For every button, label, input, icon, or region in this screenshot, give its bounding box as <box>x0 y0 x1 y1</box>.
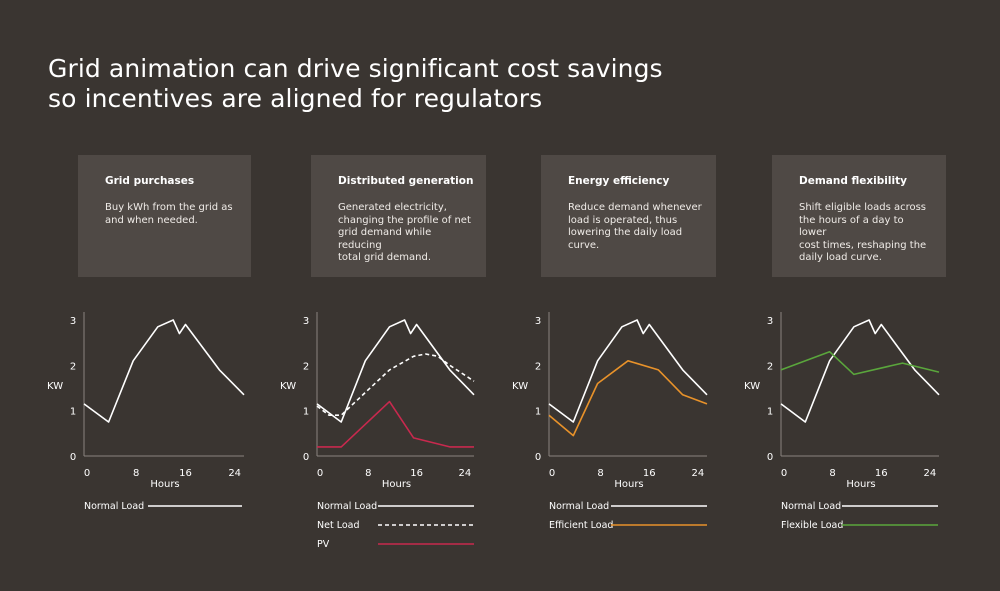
x-tick-label: 24 <box>923 468 936 479</box>
title-line-1: Grid animation can drive significant cos… <box>48 54 663 83</box>
x-tick-label: 0 <box>549 468 555 479</box>
card-body: Generated electricity, changing the prof… <box>338 202 471 263</box>
series-line-normal-load <box>780 319 940 423</box>
series-line-flexible-load <box>780 350 940 376</box>
y-tick-label: 0 <box>70 452 76 463</box>
legend-label: Normal Load <box>781 501 841 512</box>
card-grid-purchases: Grid purchases Buy kWh from the grid as … <box>78 155 251 277</box>
y-tick-label: 1 <box>303 407 309 418</box>
card-title: Demand flexibility <box>799 175 907 187</box>
x-tick-label: 0 <box>84 468 90 479</box>
y-tick-label: 0 <box>535 452 541 463</box>
card-title: Distributed generation <box>338 175 474 187</box>
y-tick-label: 1 <box>535 407 541 418</box>
card-body: Shift eligible loads across the hours of… <box>799 202 927 263</box>
card-distributed-generation: Distributed generation Generated electri… <box>311 155 486 277</box>
page-title: Grid animation can drive significant cos… <box>48 54 663 114</box>
series-line-normal-load <box>83 319 245 423</box>
x-tick-label: 8 <box>133 468 139 479</box>
x-axis-label: Hours <box>382 479 411 490</box>
y-tick-label: 3 <box>70 316 76 327</box>
y-tick-label: 2 <box>767 361 773 372</box>
x-axis-label: Hours <box>614 479 643 490</box>
y-tick-label: 2 <box>70 361 76 372</box>
legend-label: Normal Load <box>317 501 377 512</box>
y-tick-label: 3 <box>767 316 773 327</box>
card-demand-flexibility: Demand flexibility Shift eligible loads … <box>772 155 946 277</box>
legend-label: Normal Load <box>84 501 144 512</box>
y-tick-label: 0 <box>303 452 309 463</box>
legend-label: Efficient Load <box>549 520 613 531</box>
card-body: Reduce demand whenever load is operated,… <box>568 202 702 251</box>
y-axis-label: KW <box>280 381 296 392</box>
x-axis-label: Hours <box>150 479 179 490</box>
legend-label: Net Load <box>317 520 360 531</box>
x-tick-label: 0 <box>781 468 787 479</box>
series-line-net-load <box>316 353 475 417</box>
x-tick-label: 8 <box>829 468 835 479</box>
x-tick-label: 16 <box>875 468 888 479</box>
series-line-normal-load <box>548 319 708 423</box>
x-tick-label: 16 <box>179 468 192 479</box>
y-tick-label: 2 <box>535 361 541 372</box>
y-axis-label: KW <box>47 381 63 392</box>
x-tick-label: 0 <box>317 468 323 479</box>
legend-label: PV <box>317 539 330 550</box>
card-body: Buy kWh from the grid as and when needed… <box>105 202 233 226</box>
y-tick-label: 0 <box>767 452 773 463</box>
x-tick-label: 8 <box>597 468 603 479</box>
y-tick-label: 3 <box>303 316 309 327</box>
card-title: Energy efficiency <box>568 175 670 187</box>
x-tick-label: 16 <box>643 468 656 479</box>
series-line-efficient-load <box>548 359 708 437</box>
series-line-normal-load <box>316 319 475 423</box>
x-tick-label: 16 <box>410 468 423 479</box>
y-tick-label: 2 <box>303 361 309 372</box>
x-axis-label: Hours <box>846 479 875 490</box>
card-title: Grid purchases <box>105 175 195 187</box>
y-axis-label: KW <box>744 381 760 392</box>
x-tick-label: 24 <box>691 468 704 479</box>
x-tick-label: 24 <box>228 468 241 479</box>
card-energy-efficiency: Energy efficiency Reduce demand whenever… <box>541 155 716 277</box>
y-tick-label: 1 <box>767 407 773 418</box>
series-line-pv <box>317 400 474 448</box>
x-tick-label: 24 <box>459 468 472 479</box>
legend-label: Normal Load <box>549 501 609 512</box>
legend-label: Flexible Load <box>781 520 843 531</box>
y-tick-label: 1 <box>70 407 76 418</box>
x-tick-label: 8 <box>365 468 371 479</box>
y-axis-label: KW <box>512 381 528 392</box>
title-line-2: so incentives are aligned for regulators <box>48 84 543 113</box>
y-tick-label: 3 <box>535 316 541 327</box>
